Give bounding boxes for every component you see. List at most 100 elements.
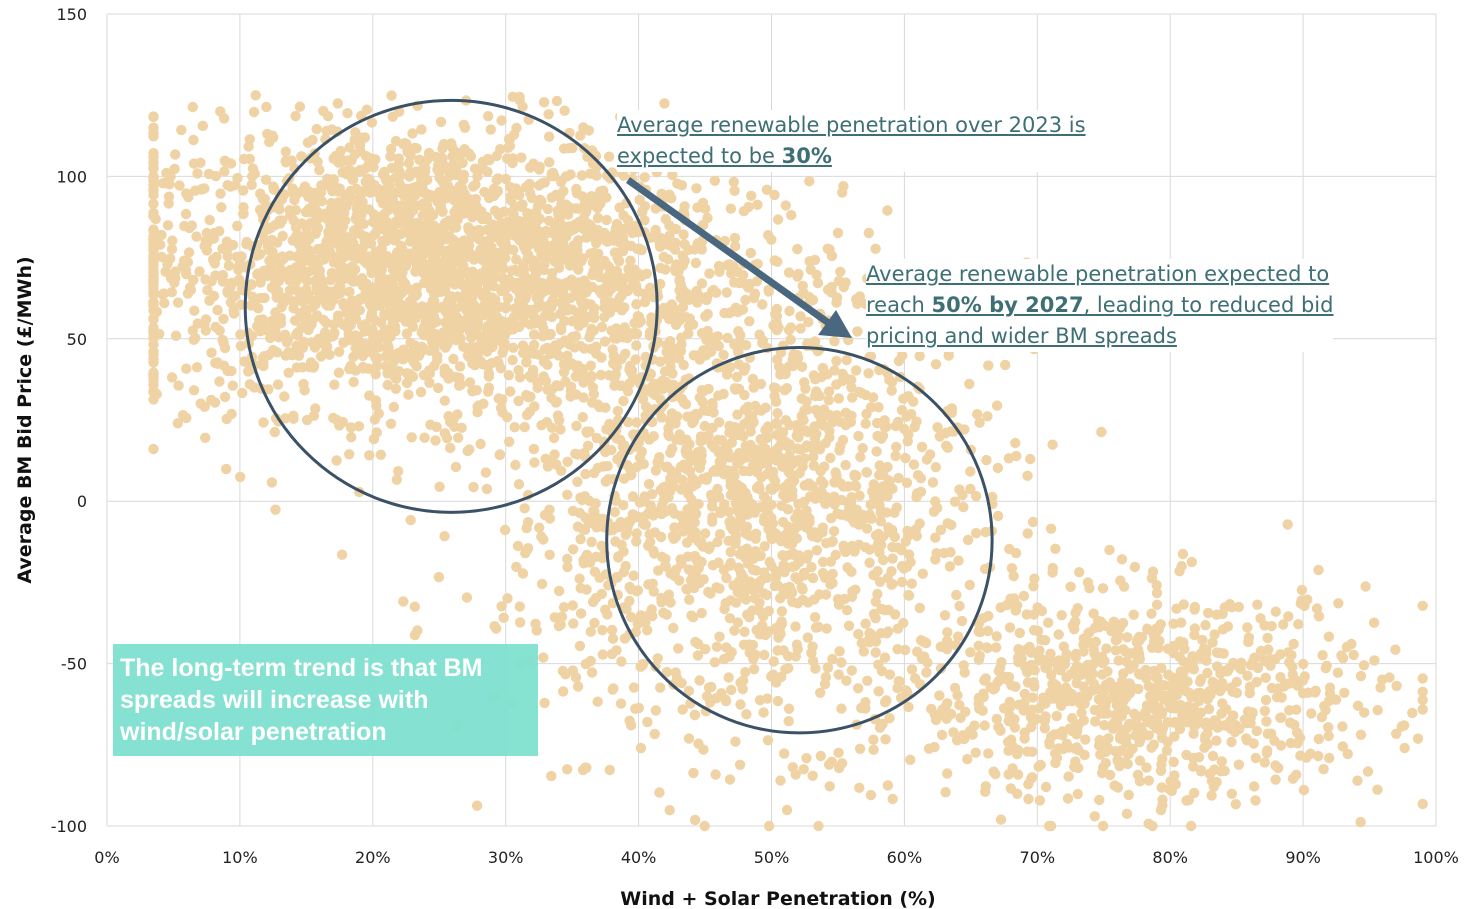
data-point: [496, 229, 506, 239]
data-point: [371, 266, 381, 276]
data-point: [1227, 789, 1237, 799]
data-point: [1260, 757, 1270, 767]
data-point: [574, 217, 584, 227]
data-point: [312, 285, 322, 295]
data-point: [188, 102, 198, 112]
data-point: [310, 403, 320, 413]
data-point: [430, 435, 440, 445]
data-point: [521, 357, 531, 367]
data-point: [808, 771, 818, 781]
data-point: [1283, 611, 1293, 621]
data-point: [1217, 609, 1227, 619]
data-point: [930, 496, 940, 506]
data-point: [1012, 789, 1022, 799]
data-point: [360, 132, 370, 142]
data-point: [883, 522, 893, 532]
data-point: [515, 617, 525, 627]
data-point: [505, 141, 515, 151]
data-point: [908, 397, 918, 407]
data-point: [1102, 666, 1112, 676]
data-point: [1413, 734, 1423, 744]
data-point: [1144, 775, 1154, 785]
data-point: [459, 264, 469, 274]
data-point: [1251, 753, 1261, 763]
data-point: [838, 181, 848, 191]
data-point: [831, 379, 841, 389]
data-point: [1100, 747, 1110, 757]
data-point: [780, 482, 790, 492]
data-point: [871, 647, 881, 657]
data-point: [673, 643, 683, 653]
data-point: [549, 347, 559, 357]
data-point: [960, 707, 970, 717]
data-point: [881, 484, 891, 494]
data-point: [221, 464, 231, 474]
data-point: [439, 341, 449, 351]
data-point: [261, 175, 271, 185]
data-point: [826, 287, 836, 297]
data-point: [336, 146, 346, 156]
data-point: [525, 188, 535, 198]
data-point: [1022, 528, 1032, 538]
data-point: [1244, 632, 1254, 642]
data-point: [736, 514, 746, 524]
data-point: [422, 155, 432, 165]
data-point: [965, 580, 975, 590]
data-point: [888, 794, 898, 804]
data-point: [644, 479, 654, 489]
data-point: [910, 673, 920, 683]
data-point: [462, 592, 472, 602]
data-point: [954, 484, 964, 494]
data-point: [396, 241, 406, 251]
data-point: [538, 652, 548, 662]
data-point: [352, 167, 362, 177]
data-point: [445, 443, 455, 453]
data-point: [664, 431, 674, 441]
data-point: [929, 507, 939, 517]
data-point: [808, 295, 818, 305]
data-point: [1103, 733, 1113, 743]
data-point: [853, 629, 863, 639]
data-point: [792, 271, 802, 281]
data-point: [862, 676, 872, 686]
data-point: [740, 295, 750, 305]
data-point: [593, 697, 603, 707]
data-point: [200, 433, 210, 443]
data-point: [834, 763, 844, 773]
data-point: [671, 667, 681, 677]
data-point: [700, 311, 710, 321]
data-point: [478, 399, 488, 409]
data-point: [611, 333, 621, 343]
data-point: [432, 355, 442, 365]
data-point: [757, 299, 767, 309]
data-point: [702, 691, 712, 701]
data-point: [349, 242, 359, 252]
data-point: [632, 329, 642, 339]
data-point: [622, 272, 632, 282]
data-point: [546, 275, 556, 285]
data-point: [852, 326, 862, 336]
data-point: [1297, 585, 1307, 595]
data-point: [297, 343, 307, 353]
data-point: [678, 302, 688, 312]
data-point: [873, 402, 883, 412]
data-point: [303, 325, 313, 335]
data-point: [484, 298, 494, 308]
data-point: [880, 734, 890, 744]
data-point: [731, 597, 741, 607]
data-point: [1356, 730, 1366, 740]
data-point: [1146, 609, 1156, 619]
data-point: [677, 394, 687, 404]
data-point: [626, 584, 636, 594]
data-point: [362, 279, 372, 289]
data-point: [670, 244, 680, 254]
data-point: [560, 376, 570, 386]
data-point: [664, 590, 674, 600]
data-point: [631, 340, 641, 350]
data-point: [980, 787, 990, 797]
data-point: [360, 339, 370, 349]
data-point: [299, 385, 309, 395]
data-point: [627, 281, 637, 291]
data-point: [200, 274, 210, 284]
data-point: [880, 605, 890, 615]
